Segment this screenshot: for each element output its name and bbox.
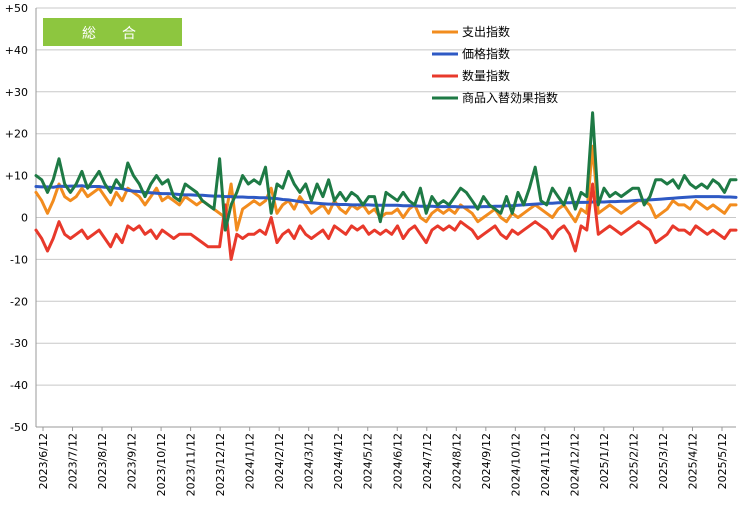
x-tick-label: 2024/12/12 (568, 433, 581, 496)
x-tick-label: 2023/8/12 (96, 433, 109, 489)
y-tick-label: +50 (5, 2, 28, 15)
x-tick-label: 2024/6/12 (391, 433, 404, 489)
x-tick-label: 2023/11/12 (185, 433, 198, 496)
x-tick-label: 2023/10/12 (155, 433, 168, 496)
x-tick-label: 2024/3/12 (303, 433, 316, 489)
grid-lines (35, 7, 736, 428)
y-tick-label: 0 (21, 212, 28, 225)
x-tick-label: 2025/3/12 (657, 433, 670, 489)
series-line-price (34, 184, 738, 209)
x-tick-label: 2024/7/12 (421, 433, 434, 489)
chart-title-box: 総 合 (43, 18, 182, 46)
x-axis-ticks: 2023/6/12 2023/7/12 2023/8/12 2023/9/12 2023… (37, 427, 729, 496)
x-tick-label: 2024/2/12 (273, 433, 286, 489)
series-line-substitution (34, 111, 738, 232)
x-tick-label: 2023/9/12 (126, 433, 139, 489)
x-tick-label: 2025/1/12 (598, 433, 611, 489)
chart-title-background (43, 18, 182, 46)
legend-label-price: 価格指数 (462, 46, 510, 61)
series-lines (34, 111, 738, 261)
y-tick-label: -50 (10, 421, 28, 434)
series-line-quantity (34, 182, 738, 261)
y-tick-label: +10 (5, 170, 28, 183)
chart-title: 総 合 (82, 26, 142, 42)
x-tick-label: 2024/1/12 (244, 433, 257, 489)
y-tick-label: +40 (5, 44, 28, 57)
x-tick-label: 2025/5/12 (716, 433, 729, 489)
x-tick-label: 2023/12/12 (214, 433, 227, 496)
x-tick-label: 2024/5/12 (362, 433, 375, 489)
y-tick-label: -20 (10, 295, 28, 308)
y-axis-ticks: +50 +40 +30 +20 +10 0 -10 -20 -30 -40 -50 (5, 2, 28, 434)
x-tick-label: 2023/6/12 (37, 433, 50, 489)
legend-label-substitution: 商品入替効果指数 (462, 90, 558, 105)
y-tick-label: +30 (5, 86, 28, 99)
y-tick-label: -30 (10, 337, 28, 350)
y-tick-label: -40 (10, 379, 28, 392)
x-tick-label: 2025/4/12 (686, 433, 699, 489)
y-tick-label: +20 (5, 128, 28, 141)
x-tick-label: 2024/11/12 (539, 433, 552, 496)
x-tick-label: 2025/2/12 (627, 433, 640, 489)
x-tick-label: 2024/9/12 (480, 433, 493, 489)
x-tick-label: 2024/8/12 (450, 433, 463, 489)
y-tick-label: -10 (10, 253, 28, 266)
x-tick-label: 2024/10/12 (509, 433, 522, 496)
x-tick-label: 2023/7/12 (67, 433, 80, 489)
legend-label-quantity: 数量指数 (462, 68, 510, 83)
legend-label-expenditure: 支出指数 (462, 24, 510, 39)
x-tick-label: 2024/4/12 (332, 433, 345, 489)
